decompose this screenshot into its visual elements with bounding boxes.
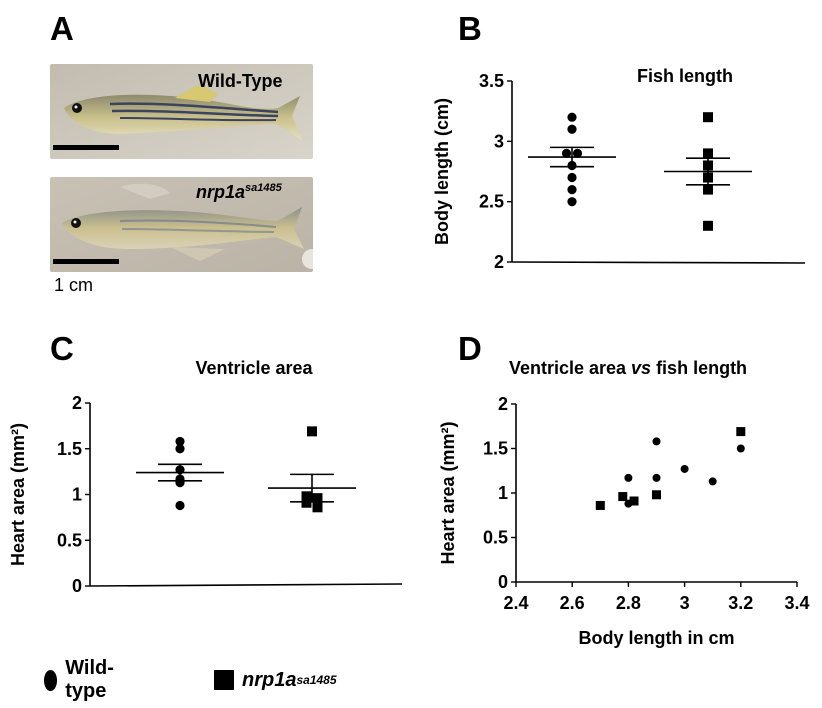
y-tick-label: 0.5: [57, 530, 82, 550]
data-point: [736, 427, 746, 437]
data-point: [312, 493, 323, 504]
data-point: [624, 473, 633, 482]
x-axis-label: Body length in cm: [578, 628, 734, 648]
y-tick-label: 3.5: [479, 71, 504, 91]
panel-letter-b: B: [458, 10, 482, 47]
chart-d-ventricle-vs-length: 0 0.5 1 1.5 2 2.4 2.6 2.8 3 3.2 3.4 Ventricle area …: [438, 358, 810, 648]
y-axis-label: Body length (cm): [432, 98, 452, 245]
x-axis-line: [511, 261, 806, 264]
data-point: [301, 497, 312, 508]
legend-label-mutant-base: nrp1a: [242, 668, 297, 691]
data-point: [567, 197, 577, 207]
y-tick-label: 0: [498, 572, 508, 592]
scale-bar-label: 1 cm: [54, 275, 94, 295]
y-tick-label: 1.5: [483, 439, 508, 459]
data-point: [595, 500, 605, 510]
chart-title: Ventricle area vs fish length: [509, 358, 747, 378]
data-point: [652, 473, 661, 482]
panel-letter-a: A: [50, 10, 74, 47]
data-point: [572, 148, 583, 158]
x-tick-label: 3.2: [728, 593, 753, 613]
x-tick-label: 2.8: [616, 593, 641, 613]
y-tick-label: 0: [72, 576, 82, 596]
data-point: [652, 437, 661, 446]
legend-square-marker: [214, 670, 234, 690]
x-tick-label: 3: [680, 593, 690, 613]
legend-label-mutant-sup: sa1485: [296, 673, 337, 687]
data-point: [629, 496, 639, 506]
mutant-fish-image: [50, 177, 313, 272]
data-point: [703, 148, 713, 159]
mutant-photo-label-sup: sa1485: [245, 182, 282, 194]
data-point: [175, 436, 185, 447]
data-point: [567, 124, 577, 134]
scale-bar-bottom: [53, 259, 119, 264]
y-tick-label: 2: [72, 393, 82, 413]
data-point: [175, 444, 185, 454]
data-point: [567, 185, 577, 195]
mutant-fish-photo: [50, 177, 313, 272]
data-point: [680, 464, 689, 473]
data-point: [703, 184, 713, 195]
data-point: [307, 426, 317, 437]
scale-bar-top: [53, 145, 119, 150]
data-point: [312, 502, 323, 513]
y-tick-label: 0.5: [483, 528, 508, 548]
data-point: [175, 500, 185, 511]
x-axis-line: [89, 583, 403, 587]
legend-item-mutant: nrp1a sa1485: [214, 666, 337, 694]
data-point: [703, 112, 713, 123]
chart-title-part: vs: [631, 358, 651, 378]
chart-title-part: Ventricle area: [509, 358, 631, 378]
legend-item-wild-type: Wild-type: [44, 657, 122, 702]
y-tick-label: 1: [72, 485, 82, 505]
mutant-photo-label: nrp1asa1485: [196, 182, 282, 202]
legend-circle-marker: [44, 669, 58, 691]
panel-letter-d: D: [458, 330, 482, 367]
legend-label-wild-type: Wild-type: [65, 657, 114, 702]
chart-b-fish-length: 2 2.5 3 3.5 Fish length Body length (cm): [432, 66, 806, 272]
y-tick-label: 3: [494, 131, 504, 151]
data-point: [652, 490, 661, 500]
data-point: [567, 112, 577, 122]
chart-title: Ventricle area: [195, 358, 313, 378]
x-tick-label: 3.4: [784, 593, 809, 613]
wild-type-fish-photo: [50, 64, 313, 159]
chart-c-ventricle-area: 0 0.5 1 1.5 2 Ventricle area Heart area (mm²): [8, 358, 403, 596]
y-axis-label: Heart area (mm²): [438, 421, 458, 564]
data-point: [703, 220, 713, 231]
mutant-photo-label-base: nrp1a: [196, 182, 246, 202]
y-tick-label: 2.5: [479, 192, 504, 212]
x-tick-label: 2.4: [503, 593, 528, 613]
x-tick-label: 2.6: [560, 593, 585, 613]
wild-type-photo-label: Wild-Type: [198, 71, 283, 91]
data-point: [567, 172, 577, 183]
data-point: [736, 444, 745, 453]
y-tick-label: 1: [498, 483, 508, 503]
data-point: [301, 491, 312, 502]
chart-title: Fish length: [637, 66, 733, 86]
data-point: [561, 148, 572, 158]
y-tick-label: 2: [498, 394, 508, 414]
panel-letter-c: C: [50, 330, 74, 367]
y-tick-label: 1.5: [57, 439, 82, 459]
wild-type-fish-image: [50, 64, 313, 159]
chart-title-part: fish length: [651, 358, 747, 378]
y-tick-label: 2: [494, 252, 504, 272]
data-point: [618, 492, 628, 502]
data-point: [708, 477, 717, 486]
y-axis-label: Heart area (mm²): [8, 423, 28, 566]
